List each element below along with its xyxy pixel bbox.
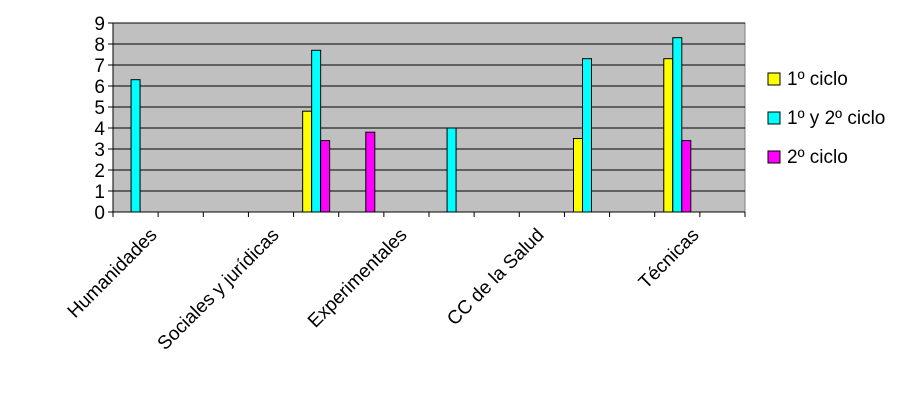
legend-label: 1º ciclo [787,69,848,90]
y-tick-label: 9 [94,14,105,35]
y-tick-label: 4 [94,119,105,140]
legend-swatch [767,111,781,125]
category-label: Humanidades [64,225,162,323]
y-tick-label: 3 [94,140,105,161]
bars [130,37,692,213]
category-label: Sociales y jurídicas [154,225,284,355]
bar [446,127,457,213]
legend-label: 1º y 2º ciclo [787,108,885,129]
y-tick-label: 2 [94,161,105,182]
legend-swatch [767,150,781,164]
y-tick-label: 7 [94,56,105,77]
bar [365,131,376,213]
plot-area [112,22,746,213]
x-axis-ticks [112,212,746,217]
y-tick-label: 1 [94,182,105,203]
bar [311,49,322,213]
bar [663,58,674,213]
bar [320,140,331,213]
category-label: Experimentales [304,225,411,332]
bar [582,58,592,213]
y-tick-label: 8 [94,35,105,56]
bar [681,140,692,213]
category-label: CC de la Salud [443,225,548,330]
bar [130,79,141,213]
y-tick-label: 5 [94,98,105,119]
legend-label: 2º ciclo [787,147,848,168]
bar [672,37,683,213]
legend-swatch [767,72,781,86]
gridlines [113,22,745,213]
legend: 1º ciclo 1º y 2º ciclo 2º ciclo [767,69,885,168]
y-tick-label: 6 [94,77,105,98]
bar [302,110,313,213]
y-tick-label: 0 [94,203,105,224]
bar [573,138,583,213]
category-label: Técnicas [635,225,704,294]
